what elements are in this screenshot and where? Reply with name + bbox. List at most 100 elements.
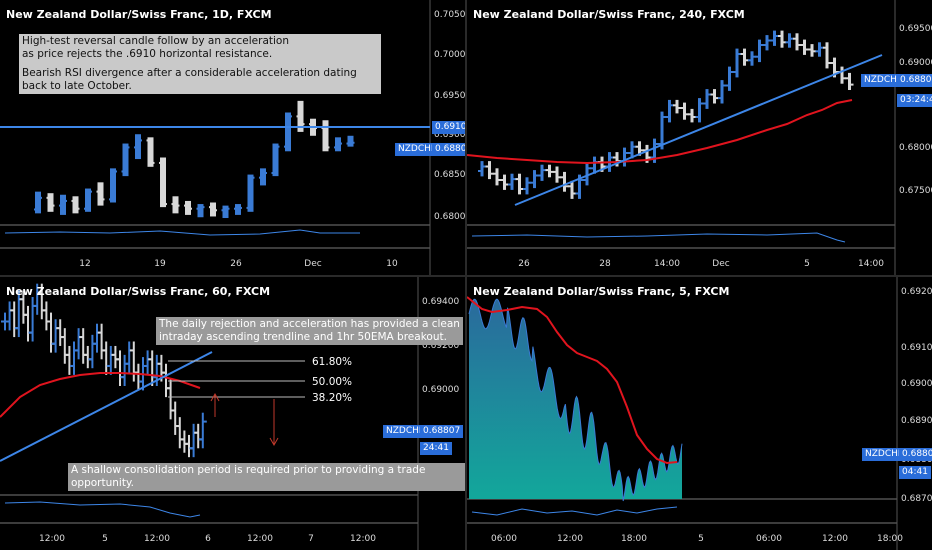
ohlc-bar [129, 341, 138, 382]
ohlc-bar [47, 312, 55, 353]
ohlc-bar [246, 174, 255, 212]
fibonacci-retracement: 61.80% 50.00% 38.20% [168, 356, 352, 404]
ohlc-bar [234, 204, 242, 215]
ohlc-bar [515, 173, 524, 195]
fib-label-618: 61.80% [312, 356, 352, 368]
ohlc-bar [196, 204, 205, 218]
time-axis-label: 6 [205, 534, 211, 544]
ohlc-bar [665, 99, 674, 123]
ohlc-bar [815, 42, 824, 57]
last-price-tag: 0.68807 [899, 448, 932, 461]
price-axis-label: 0.69200 [901, 287, 932, 297]
ohlc-bar [845, 72, 854, 90]
ema-line [467, 99, 853, 165]
ohlc-bar [56, 319, 65, 346]
ohlc-bar [710, 89, 719, 104]
ohlc-bar [740, 48, 749, 66]
annotation-box[interactable]: High-test reversal candle follow by an a… [19, 34, 381, 94]
rsi-line [471, 506, 678, 516]
ohlc-bar [59, 194, 67, 215]
fib-label-382: 38.20% [312, 392, 352, 404]
time-axis-label: 18:00 [877, 534, 903, 544]
rsi-line [471, 232, 846, 243]
ohlc-bar [83, 345, 92, 369]
ohlc-bar [159, 157, 167, 208]
ohlc-bar [24, 305, 32, 342]
ohlc-bar [209, 202, 217, 217]
symbol-tag: NZDCHF [395, 143, 440, 156]
ohlc-bar [800, 39, 809, 55]
ascending-trendline[interactable] [0, 351, 213, 462]
ohlc-bar [808, 44, 816, 57]
ohlc-bar [74, 328, 83, 360]
ohlc-bar [733, 48, 741, 78]
countdown-tag: 03:24:41 [897, 94, 932, 107]
ohlc-bar [125, 341, 134, 373]
time-axis-label: 06:00 [491, 534, 517, 544]
ohlc-bar [171, 401, 180, 435]
annotation-box-bottom[interactable]: A shallow consolidation period is requir… [68, 463, 465, 491]
chart-title: New Zealand Dollar/Swiss Franc, 1D, FXCM [6, 8, 272, 21]
annotation-box[interactable]: The daily rejection and acceleration has… [156, 317, 463, 345]
ohlc-bar [10, 301, 19, 338]
ohlc-bar [778, 30, 786, 48]
ohlc-bar [493, 168, 501, 186]
price-axis-label: 0.69000 [901, 379, 932, 389]
chart-60-svg[interactable]: 61.80% 50.00% 38.20% 0.69400 0.69200 0.690… [0, 277, 465, 550]
ohlc-bar [553, 166, 561, 183]
ohlc-bar [321, 120, 330, 152]
last-price-tag: 0.68807 [420, 425, 464, 438]
ohlc-bar [42, 301, 51, 331]
ohlc-bar [97, 323, 106, 360]
time-axis-label: 5 [698, 534, 704, 544]
ohlc-bar [5, 301, 14, 331]
chart-pane-60[interactable]: 61.80% 50.00% 38.20% 0.69400 0.69200 0.690… [0, 277, 465, 550]
annotation-line: The daily rejection and acceleration has… [159, 318, 460, 330]
countdown-tag: 24:41 [420, 442, 452, 455]
annotation-line: High-test reversal candle follow by an a… [22, 35, 289, 47]
ohlc-bar [189, 423, 198, 458]
ohlc-bar [88, 334, 97, 369]
ohlc-bar [658, 111, 666, 150]
ohlc-bar [560, 171, 569, 192]
time-axis-label: 5 [804, 259, 810, 269]
ohlc-bar [166, 379, 175, 420]
chart-title: New Zealand Dollar/Swiss Franc, 5, FXCM [473, 285, 730, 298]
chart-pane-5[interactable]: 0.692000.691000.690000.689000.688000.687… [467, 277, 932, 550]
ascending-trendline[interactable] [514, 54, 883, 206]
ohlc-bar [109, 168, 117, 203]
chart-5-svg[interactable]: 0.692000.691000.690000.689000.688000.687… [467, 277, 932, 550]
ohlc-bar [688, 108, 696, 123]
pane-divider-horizontal[interactable] [0, 275, 932, 277]
ohlc-bar [93, 323, 101, 353]
chart-240-svg[interactable]: 0.695000.690000.685000.680000.67500 2628… [467, 0, 932, 275]
ohlc-bar [271, 143, 280, 177]
ohlc-bar [102, 341, 111, 375]
ohlc-bar [545, 164, 554, 178]
time-axis-label: 12 [79, 259, 90, 269]
ohlc-bar [718, 80, 726, 104]
price-axis-label: 0.69400 [422, 297, 459, 307]
price-axis-label: 0.69000 [434, 130, 465, 140]
time-axis-label: 7 [308, 534, 314, 544]
ohlc-bar [793, 33, 801, 51]
ohlc-bar [171, 196, 180, 214]
ohlc-bar [180, 430, 189, 453]
time-axis-label: 12:00 [350, 534, 376, 544]
ohlc-bar [695, 98, 704, 123]
ohlc-bar [70, 341, 78, 375]
ohlc-bar [673, 99, 681, 114]
time-axis-label: 14:00 [654, 259, 680, 269]
price-axis: 0.695000.690000.685000.680000.67500 [899, 24, 932, 196]
ohlc-bar [785, 33, 794, 48]
ohlc-bar [51, 319, 60, 353]
last-price-tag: 0.68807 [897, 74, 932, 87]
chart-pane-240[interactable]: 0.695000.690000.685000.680000.67500 2628… [467, 0, 932, 275]
